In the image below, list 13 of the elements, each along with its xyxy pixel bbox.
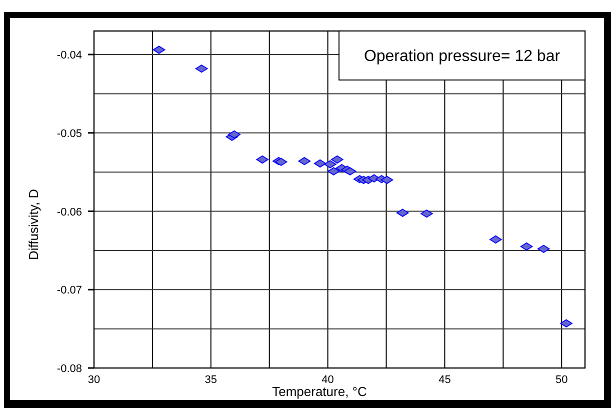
x-tick-label: 40 [322,374,334,386]
y-tick-label: -0.06 [56,206,82,218]
y-tick-label: -0.05 [56,128,82,140]
x-tick-label: 30 [88,374,100,386]
y-tick-label: -0.08 [56,363,82,375]
y-axis-title: Diffusivity, D [26,188,41,260]
annotation: Operation pressure= 12 bar [364,48,561,65]
x-tick-label: 35 [204,374,218,386]
y-tick-label: -0.04 [56,50,82,62]
x-tick-label: 45 [438,374,451,386]
y-tick-label: -0.07 [56,284,82,297]
x-axis-title: Temperature, °C [272,384,367,399]
x-tick-label: 50 [555,374,568,386]
